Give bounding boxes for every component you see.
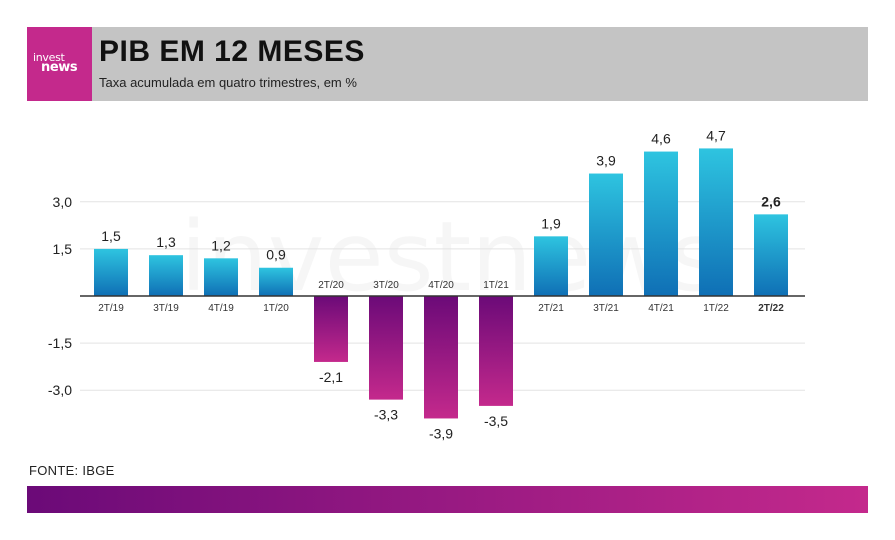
data-label: 1,5 — [101, 228, 121, 244]
bar — [314, 296, 348, 362]
x-tick-label: 4T/20 — [428, 280, 454, 291]
x-tick-label: 2T/20 — [318, 280, 344, 291]
chart-title: PIB EM 12 MESES — [99, 35, 365, 68]
header-bar: invest news PIB EM 12 MESES Taxa acumula… — [27, 27, 868, 101]
bar — [644, 151, 678, 296]
x-tick-label: 2T/22 — [758, 303, 784, 314]
logo-text-invest: invest — [33, 51, 65, 64]
bar — [259, 267, 293, 296]
investnews-logo: invest news — [27, 27, 92, 101]
logo-text-news: news — [41, 60, 78, 75]
data-label: 4,6 — [651, 131, 671, 147]
bar — [699, 148, 733, 296]
data-label: 0,9 — [266, 247, 286, 263]
data-label: 1,3 — [156, 234, 176, 250]
bar — [589, 173, 623, 296]
data-label: -2,1 — [319, 369, 343, 385]
x-tick-label: 2T/19 — [98, 303, 124, 314]
y-tick-label: 3,0 — [53, 194, 73, 210]
x-tick-label: 3T/21 — [593, 303, 619, 314]
bar — [424, 296, 458, 419]
bar — [754, 214, 788, 296]
bar — [534, 236, 568, 296]
data-label: 1,9 — [541, 215, 561, 231]
bar — [204, 258, 238, 296]
x-tick-label: 3T/19 — [153, 303, 179, 314]
data-label: 3,9 — [596, 153, 616, 169]
data-label: 2,6 — [761, 193, 781, 209]
bar — [94, 248, 128, 296]
y-tick-label: -1,5 — [48, 335, 72, 351]
bar — [369, 296, 403, 400]
x-tick-label: 1T/21 — [483, 280, 509, 291]
source-note: FONTE: IBGE — [29, 463, 115, 478]
data-label: -3,5 — [484, 413, 508, 429]
bar — [479, 296, 513, 406]
data-label: 4,7 — [706, 127, 726, 143]
data-label: -3,3 — [374, 407, 398, 423]
x-tick-label: 4T/19 — [208, 303, 234, 314]
x-tick-label: 1T/20 — [263, 303, 289, 314]
data-label: 1,2 — [211, 237, 231, 253]
y-tick-label: 1,5 — [53, 241, 73, 257]
x-tick-label: 4T/21 — [648, 303, 674, 314]
x-tick-label: 1T/22 — [703, 303, 729, 314]
data-label: -3,9 — [429, 425, 453, 441]
bar — [149, 255, 183, 296]
chart-subtitle: Taxa acumulada em quatro trimestres, em … — [99, 75, 357, 90]
footer-gradient-bar — [27, 486, 868, 513]
y-tick-label: -3,0 — [48, 382, 72, 398]
x-tick-label: 3T/20 — [373, 280, 399, 291]
x-tick-label: 2T/21 — [538, 303, 564, 314]
